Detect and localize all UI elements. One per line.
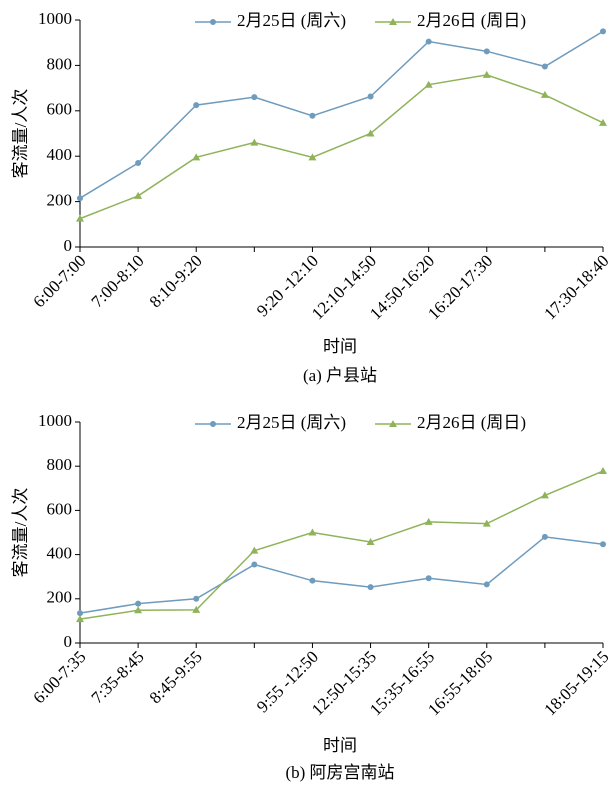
y-tick-label: 1000 [38,9,72,28]
x-tick-label: 7:35-8:45 [88,647,148,707]
marker [134,191,143,199]
marker [210,19,216,25]
marker [134,606,143,614]
legend-label: 2月26日 (周日) [417,11,526,30]
marker [77,610,83,617]
marker [367,93,374,100]
x-tick-label: 6:00-7:00 [29,251,89,311]
marker [76,615,84,623]
y-tick-label: 800 [47,455,73,474]
marker [366,129,375,137]
y-tick-label: 0 [64,632,73,651]
marker [192,153,201,161]
legend-label: 2月25日 (周六) [237,11,346,30]
series-line [79,470,604,620]
marker [540,90,549,98]
marker [483,48,490,55]
x-tick-label: 6:00-7:35 [29,647,89,707]
legend-label: 2月26日 (周日) [417,413,526,432]
marker [541,533,548,540]
y-tick-label: 800 [47,54,73,73]
marker [599,467,607,475]
marker [483,581,490,588]
x-tick-label: 17:30-18:40 [540,251,612,323]
marker [541,63,548,70]
marker [193,102,200,109]
marker [135,600,142,607]
marker [367,584,374,591]
y-tick-label: 200 [47,191,73,210]
y-tick-label: 400 [47,145,73,164]
marker [309,112,316,119]
y-tick-label: 1000 [38,411,72,430]
caption: (a) 户县站 [303,366,377,385]
marker [309,577,316,584]
caption: (b) 阿房宫南站 [285,763,394,782]
marker [251,561,258,568]
y-tick-label: 600 [47,499,73,518]
marker [308,528,317,536]
marker [424,517,433,525]
marker [425,575,432,582]
x-tick-label: 18:05-19:15 [540,647,612,719]
series-line [79,74,604,220]
marker [424,80,433,88]
x-tick-label: 7:00-8:10 [88,251,148,311]
marker [193,595,200,602]
marker [482,70,491,78]
marker [135,160,142,167]
marker [192,605,201,613]
marker [210,421,216,427]
y-tick-label: 0 [64,236,73,255]
y-axis-label: 客流量/人次 [11,89,30,179]
marker [425,38,432,45]
marker [76,214,84,222]
x-tick-label: 8:45-9:55 [146,647,206,707]
marker [308,153,317,161]
marker [600,28,606,35]
legend-label: 2月25日 (周六) [237,413,346,432]
marker [250,138,259,146]
x-axis-label: 时间 [323,337,357,356]
x-axis-label: 时间 [323,736,357,755]
marker [250,546,259,554]
series-line [79,536,604,614]
marker [600,541,606,548]
marker [482,519,491,527]
marker [77,195,83,202]
marker [389,420,397,427]
y-tick-label: 200 [47,588,73,607]
x-tick-label: 8:10-9:20 [146,251,206,311]
marker [599,118,607,126]
marker [251,94,258,101]
marker [366,538,375,546]
y-axis-label: 客流量/人次 [11,488,30,578]
marker [389,18,397,25]
marker [540,491,549,499]
y-tick-label: 600 [47,100,73,119]
series-line [79,30,604,199]
y-tick-label: 400 [47,544,73,563]
